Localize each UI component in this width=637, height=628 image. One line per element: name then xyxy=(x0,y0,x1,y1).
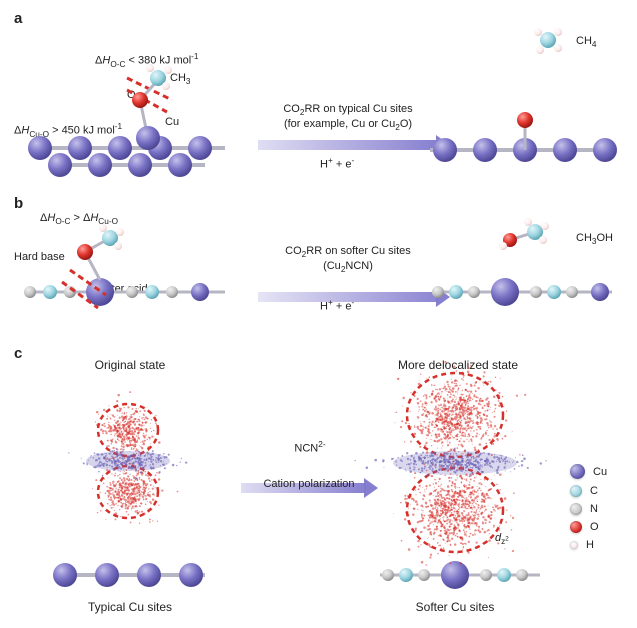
legend-h: H xyxy=(570,539,607,551)
panel-a-right-surface xyxy=(430,112,617,162)
legend-o: O xyxy=(570,521,607,533)
panel-b-right-chain xyxy=(432,278,612,306)
legend-cu: Cu xyxy=(570,464,607,479)
panel-b-och3 xyxy=(77,224,124,280)
legend-c: C xyxy=(570,485,607,497)
legend-n: N xyxy=(570,503,607,515)
panel-a-och3 xyxy=(127,64,172,150)
panel-b-left-chain xyxy=(24,278,225,306)
legend: Cu C N O H xyxy=(570,458,607,557)
panel-a-left-surface xyxy=(28,136,225,177)
panel-b-svg xyxy=(0,190,637,330)
panel-a-svg xyxy=(0,0,637,190)
panel-c-svg xyxy=(0,360,637,620)
panel-a-ch4 xyxy=(534,28,562,54)
panel-c-right-surface xyxy=(380,561,540,589)
panel-c-left-surface xyxy=(53,563,205,587)
panel-b-ch3oh xyxy=(499,218,549,250)
